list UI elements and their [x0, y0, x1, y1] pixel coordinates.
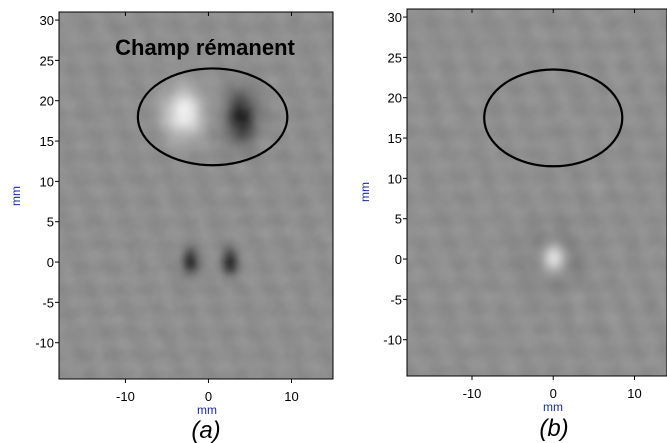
panel-a-ellipse [136, 67, 289, 167]
x-tick-label: 10 [627, 386, 641, 401]
panel-a-axes: 30 25 20 15 10 5 0 -5 -10 -10 0 10 [35, 12, 299, 404]
panel-a-caption: (a) [191, 417, 220, 443]
y-tick-label: 5 [47, 215, 54, 230]
y-tick-label: 20 [40, 94, 54, 109]
panel-a-image [58, 11, 334, 380]
panel-b-axes: 30 25 20 15 10 5 0 -5 -10 -10 0 10 [383, 9, 642, 401]
panel-b-frame [406, 8, 667, 377]
x-tick-label: 0 [550, 386, 557, 401]
panel-b: 30 25 20 15 10 5 0 -5 -10 -10 0 10 mm mm (b) [358, 8, 667, 442]
y-tick-label: 0 [47, 255, 54, 270]
y-tick-label: -5 [42, 295, 54, 310]
x-tick-label: 0 [205, 389, 212, 404]
panel-b-image [406, 8, 667, 377]
panel-a-noise [59, 12, 333, 379]
panel-b-caption: (b) [539, 415, 568, 442]
panel-b-ylabel: mm [358, 182, 372, 202]
panel-b-ellipse [483, 68, 624, 168]
y-tick-label: 15 [40, 134, 54, 149]
panel-b-xlabel: mm [543, 400, 563, 414]
y-tick-label: 5 [395, 212, 402, 227]
y-tick-label: 30 [388, 10, 402, 25]
y-tick-label: -10 [35, 336, 54, 351]
x-tick-label: -10 [463, 386, 482, 401]
panel-a-frame [58, 11, 334, 380]
panel-a-xlabel: mm [197, 403, 217, 417]
y-tick-label: 10 [388, 171, 402, 186]
y-tick-label: 25 [388, 50, 402, 65]
y-tick-label: -5 [390, 292, 402, 307]
panel-a-annotation: Champ rémanent [115, 35, 295, 60]
panel-a-ylabel: mm [9, 186, 23, 206]
y-tick-label: 10 [40, 174, 54, 189]
y-tick-label: 15 [388, 131, 402, 146]
y-tick-label: 20 [388, 91, 402, 106]
panel-a: 30 25 20 15 10 5 0 -5 -10 -10 0 10 Champ rémanent m… [9, 11, 334, 443]
y-tick-label: 0 [395, 252, 402, 267]
panel-b-noise [407, 9, 667, 376]
y-tick-label: 25 [40, 53, 54, 68]
x-tick-label: 10 [284, 389, 298, 404]
y-tick-label: -10 [383, 333, 402, 348]
y-tick-label: 30 [40, 13, 54, 28]
x-tick-label: -10 [116, 389, 135, 404]
